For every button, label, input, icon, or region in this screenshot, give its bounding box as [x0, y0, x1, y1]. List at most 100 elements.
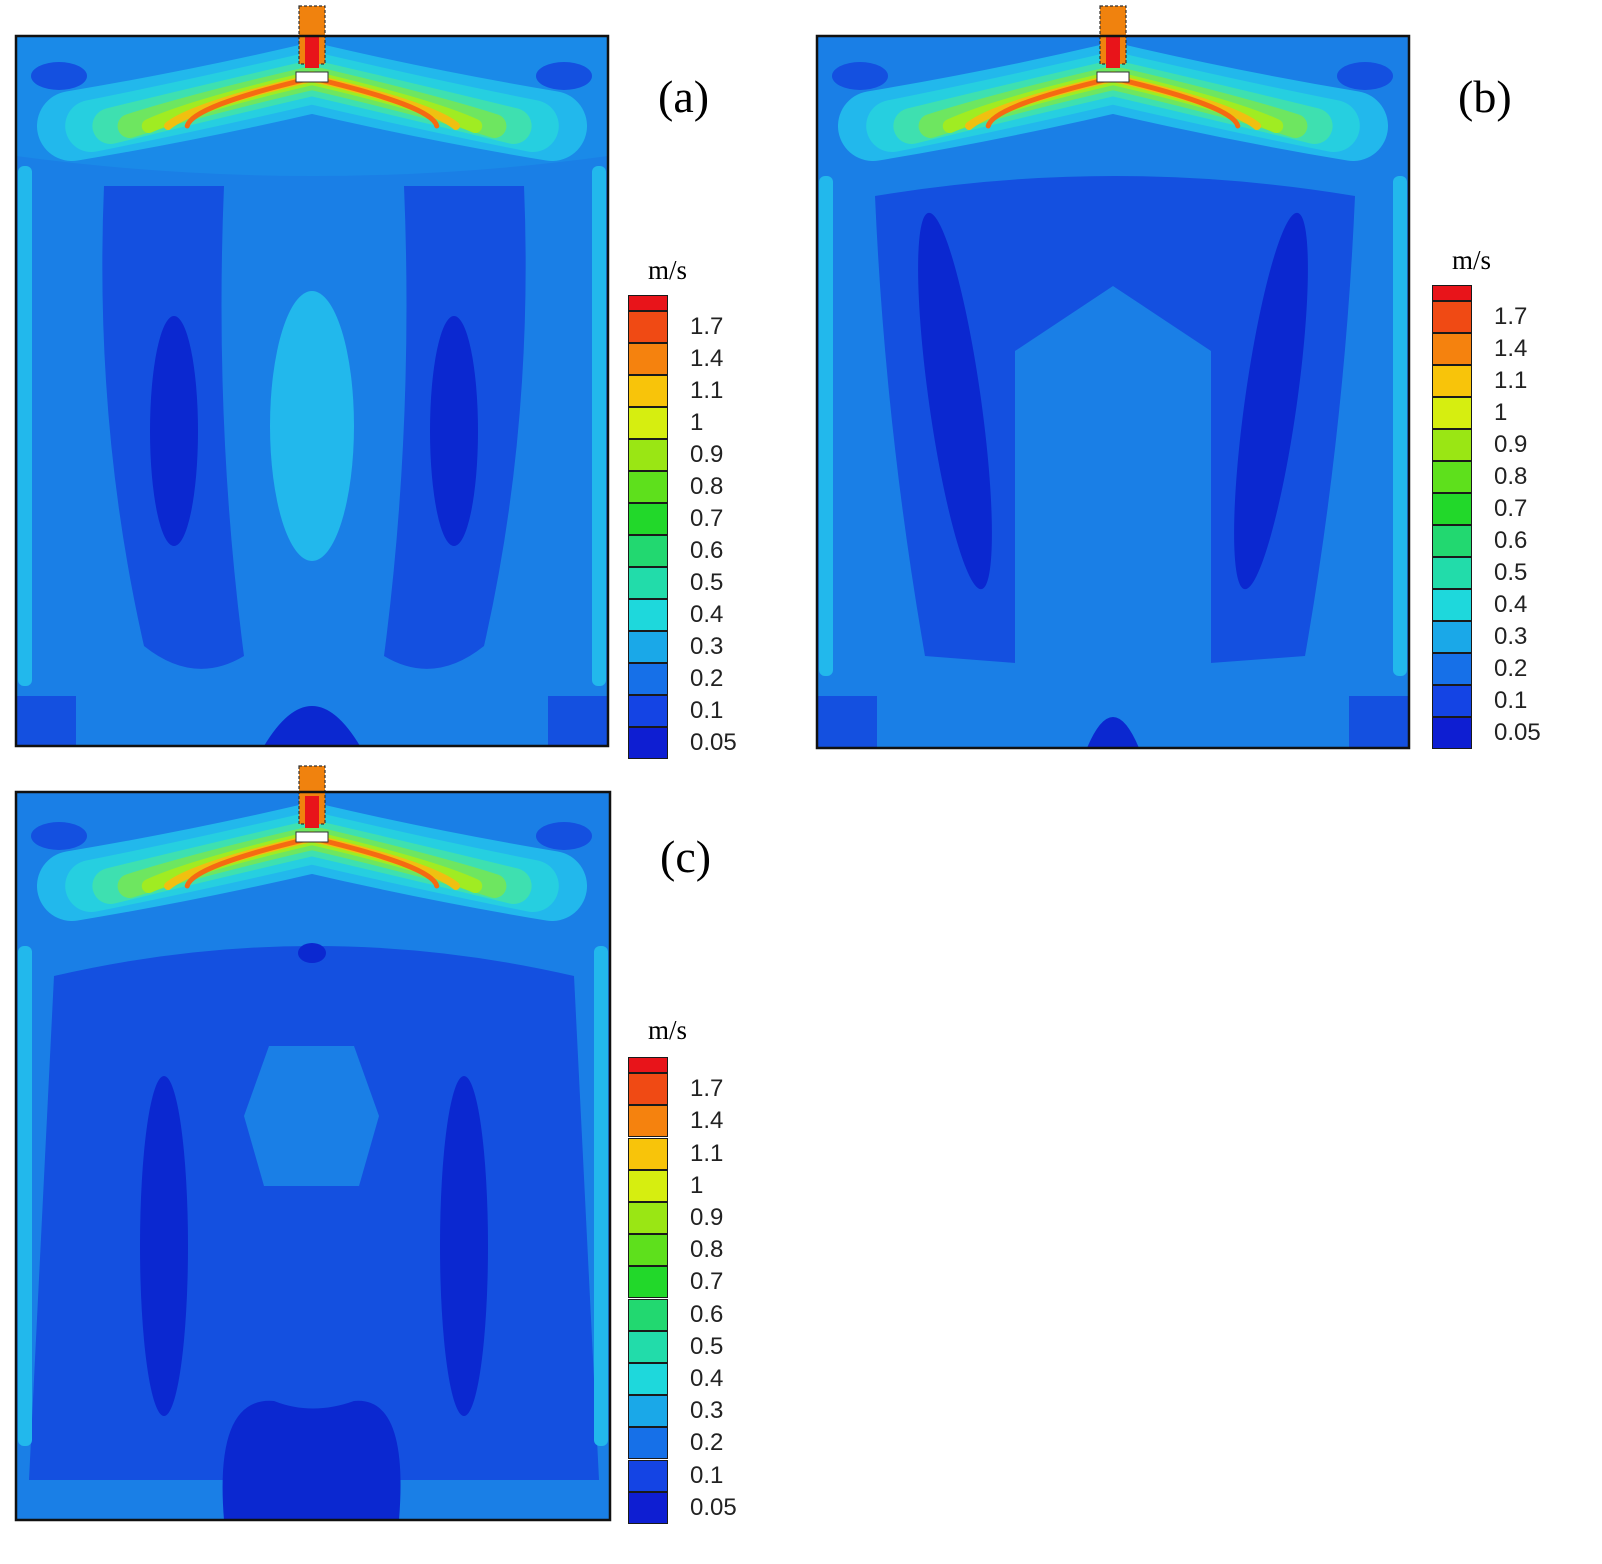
jet-contour-band	[184, 75, 315, 129]
colorbar-tick-label: 1	[1494, 399, 1508, 426]
colorbar-tick-label: 1.4	[690, 1107, 724, 1135]
colorbar-swatch	[1432, 285, 1472, 301]
colorbar-tick-label: 0.9	[690, 441, 724, 468]
contour-panel-c	[14, 765, 614, 1522]
colorbar-swatch	[628, 503, 668, 535]
contour-plot-a	[14, 5, 610, 748]
colorbar-tick-label: 0.8	[690, 473, 724, 500]
colorbar-swatch	[628, 599, 668, 631]
contour-plot-c	[14, 765, 612, 1522]
contour-plot-b	[815, 5, 1411, 750]
colorbar-tick-label: 0.7	[690, 1268, 724, 1296]
colorbar-tick-label: 1	[690, 1171, 704, 1199]
domain-boundary	[815, 34, 1411, 750]
colorbar-swatch	[628, 1169, 668, 1202]
central-core	[244, 1046, 379, 1186]
colorbar-tick-label: 0.1	[690, 1461, 724, 1489]
jet-contour-band	[309, 75, 440, 129]
corner-vortex	[1337, 62, 1393, 90]
colorbar-swatch	[1432, 429, 1472, 461]
colorbar-tick-label: 0.7	[1494, 495, 1528, 522]
colorbar-tick-label: 1.7	[690, 1075, 724, 1103]
colorbar-swatch	[628, 1427, 668, 1460]
colorbar-swatch	[628, 567, 668, 599]
bottom-vortex	[1087, 717, 1139, 748]
colorbar-tick-label: 0.9	[1494, 431, 1528, 458]
colorbar-swatch	[628, 439, 668, 471]
colorbar-swatch	[1432, 621, 1472, 653]
colorbar-tick-label: 1.4	[690, 345, 724, 372]
colorbar-tick-label: 0.4	[1494, 591, 1528, 618]
bottom-corner-left	[16, 696, 76, 746]
colorbar-swatch	[628, 295, 668, 311]
side-vortex-right	[440, 1076, 488, 1416]
inlet-core	[305, 796, 319, 828]
colorbar-swatch	[628, 343, 668, 375]
colorbar-tick-label: 0.5	[690, 1332, 724, 1360]
panel-label-b: (b)	[1458, 71, 1512, 122]
wall-strip-left	[819, 176, 833, 676]
colorbar-tick-label: 0.05	[690, 729, 737, 756]
colorbar-tick-label: 0.1	[1494, 687, 1528, 714]
colorbar-swatch	[1432, 333, 1472, 365]
colorbar-tick-label: 0.9	[690, 1204, 724, 1231]
colorbar-swatch	[1432, 397, 1472, 429]
colorbar-swatch	[628, 535, 668, 567]
diffuser-plate	[1096, 71, 1130, 83]
colorbar-legend-a: m/s 1.7 1.4 1.1 1 0.9 0.8 0.7 0.6 0.5 0.4 0.3 0.2 0.1…	[628, 255, 758, 759]
bottom-corner-right	[548, 696, 608, 746]
domain-boundary	[14, 790, 612, 1522]
domain-boundary	[14, 34, 610, 748]
bottom-corner-right	[1349, 696, 1409, 748]
colorbar-swatch	[628, 631, 668, 663]
colorbar-tick-label: 1.7	[1494, 303, 1528, 330]
colorbar-tick-label: 0.6	[690, 1300, 724, 1328]
colorbar-tick-label: 1.4	[1494, 335, 1528, 362]
jet-contour-band	[309, 835, 440, 889]
colorbar-swatch	[628, 311, 668, 343]
colorbar-swatch	[628, 1459, 668, 1492]
colorbar-tick-label: 0.7	[690, 505, 724, 532]
colorbar-tick-label: 0.5	[1494, 559, 1528, 586]
colorbar-swatch	[1432, 557, 1472, 589]
colorbar-swatch	[1432, 589, 1472, 621]
colorbar-tick-label: 1	[690, 409, 704, 436]
colorbar-swatch	[1432, 685, 1472, 717]
colorbar-swatch	[1432, 717, 1472, 749]
colorbar-swatch	[628, 1057, 668, 1074]
bottom-corner-left	[817, 696, 877, 748]
colorbar-tick-label: 0.4	[690, 601, 724, 628]
colorbar-tick-label: 0.3	[690, 633, 724, 660]
side-vortex-right	[430, 316, 478, 546]
central-core	[270, 291, 354, 561]
colorbar-swatch	[1432, 525, 1472, 557]
colorbar-tick-label: 0.8	[1494, 463, 1528, 490]
wall-strip-left	[18, 166, 32, 686]
colorbar-swatch	[628, 1491, 668, 1524]
colorbar-unit-label: m/s	[1452, 245, 1492, 275]
wall-strip-right	[592, 166, 606, 686]
colorbar-swatch	[628, 695, 668, 727]
contour-panel-b	[815, 5, 1415, 750]
colorbar-tick-label: 0.3	[1494, 623, 1528, 650]
low-velocity-region	[29, 946, 599, 1480]
colorbar-tick-label: 0.2	[690, 665, 724, 692]
colorbar-tick-label: 1.1	[1494, 367, 1528, 394]
inlet-core	[305, 36, 319, 68]
colorbar-swatch	[628, 375, 668, 407]
colorbar-swatch	[628, 1395, 668, 1428]
colorbar-tick-label: 0.4	[690, 1365, 724, 1392]
colorbar-tick-label: 0.1	[690, 697, 724, 724]
colorbar-tick-label: 0.05	[690, 1493, 737, 1521]
colorbar-swatch	[628, 1266, 668, 1299]
colorbar-tick-label: 0.8	[690, 1236, 724, 1264]
colorbar-legend-b: m/s 1.7 1.4 1.1 1 0.9 0.8 0.7 0.6 0.5 0.4 0.3 0.2 0.1…	[1432, 245, 1562, 749]
contour-panel-a	[14, 5, 614, 748]
colorbar-tick-label: 0.6	[1494, 527, 1528, 554]
colorbar-swatch	[628, 1234, 668, 1267]
colorbar-tick-label: 0.6	[690, 537, 724, 564]
colorbar-tick-label: 0.05	[1494, 719, 1541, 746]
small-vortex	[298, 943, 326, 963]
colorbar-swatch	[628, 1201, 668, 1235]
colorbar-swatch	[628, 407, 668, 439]
